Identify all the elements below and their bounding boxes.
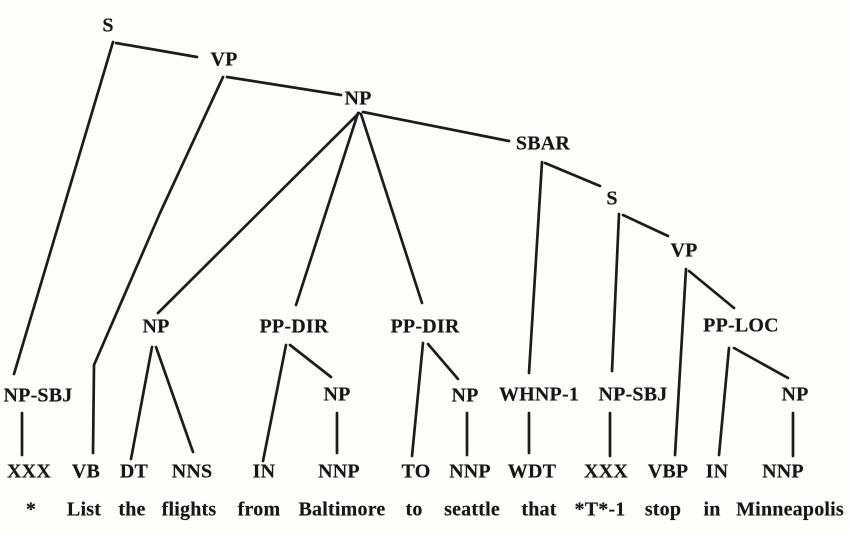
tree-node-to: TO xyxy=(401,460,431,483)
edge-pploc-in2 xyxy=(717,346,731,457)
tree-node-nnp3: NNP xyxy=(762,460,804,483)
edge-vp2-pploc xyxy=(687,269,736,310)
edge-ppdir2-to xyxy=(410,341,425,458)
sentence-word-2: the xyxy=(118,498,146,521)
sentence-word-1: List xyxy=(66,498,102,521)
tree-node-np6: NP xyxy=(781,383,809,406)
tree-node-s2: S xyxy=(606,187,618,210)
edge-ppdir1-in1 xyxy=(261,343,288,463)
tree-node-np3: NP xyxy=(142,315,170,338)
edge-s2-vp2 xyxy=(621,213,670,238)
tree-node-nnp2: NNP xyxy=(449,460,491,483)
edge-s1-npsbj1 xyxy=(12,40,115,376)
tree-node-xxx2: XXX xyxy=(584,460,628,483)
tree-node-vbp: VBP xyxy=(647,460,689,483)
edge-np2-np3 xyxy=(156,111,361,315)
tree-node-wdt: WDT xyxy=(507,460,557,483)
edge-np3-nns xyxy=(154,345,195,454)
sentence-word-11: in xyxy=(703,498,721,521)
sentence-word-3: flights xyxy=(161,498,217,521)
tree-node-dt: DT xyxy=(119,460,149,483)
tree-node-npsbj1: NP-SBJ xyxy=(3,384,73,407)
tree-node-whnp1: WHNP-1 xyxy=(498,383,580,406)
tree-node-vb: VB xyxy=(71,460,101,483)
sentence-word-6: to xyxy=(405,498,423,521)
tree-node-np4: NP xyxy=(323,383,351,406)
edge-ppdir2-np5 xyxy=(426,342,460,381)
tree-node-npsbj2: NP-SBJ xyxy=(598,383,668,406)
tree-node-s1: S xyxy=(102,14,114,37)
sentence-word-0: * xyxy=(25,498,37,521)
sentence-word-9: *T*-1 xyxy=(574,498,626,521)
tree-node-ppdir1: PP-DIR xyxy=(259,315,329,338)
tree-node-nnp1: NNP xyxy=(318,460,360,483)
edge-sbar-whnp1 xyxy=(527,160,544,375)
edge-pploc-np6 xyxy=(732,346,790,380)
sentence-word-7: seattle xyxy=(444,498,500,521)
tree-node-in2: IN xyxy=(705,460,729,483)
tree-node-pploc: PP-LOC xyxy=(703,314,779,337)
tree-node-in1: IN xyxy=(252,460,276,483)
edge-vp1-vb xyxy=(91,75,225,455)
edge-vp2-vbp xyxy=(673,267,688,457)
sentence-word-5: Baltimore xyxy=(298,498,386,521)
edge-s2-npsbj2 xyxy=(610,212,621,373)
edge-np2-ppdir2 xyxy=(359,112,424,305)
sentence-word-8: that xyxy=(521,498,557,521)
edge-ppdir1-np4 xyxy=(288,343,333,379)
edge-vp1-np2 xyxy=(225,75,343,97)
sentence-word-4: from xyxy=(237,498,281,521)
sentence-word-12: Minneapolis xyxy=(736,498,844,521)
tree-node-np5: NP xyxy=(451,384,479,407)
edge-np2-sbar xyxy=(361,110,511,143)
tree-node-vp2: VP xyxy=(670,239,698,262)
tree-node-xxx1: XXX xyxy=(7,460,51,483)
tree-node-nns: NNS xyxy=(171,460,213,483)
sentence-word-10: stop xyxy=(644,498,682,521)
tree-node-vp1: VP xyxy=(210,48,238,71)
edge-sbar-s2 xyxy=(543,161,602,188)
tree-node-sbar: SBAR xyxy=(515,132,571,155)
edge-np3-dt xyxy=(129,345,154,461)
tree-node-np2: NP xyxy=(344,87,372,110)
edge-s1-vp1 xyxy=(114,41,199,59)
tree-node-ppdir2: PP-DIR xyxy=(390,315,460,338)
edge-np2-ppdir1 xyxy=(294,111,360,307)
